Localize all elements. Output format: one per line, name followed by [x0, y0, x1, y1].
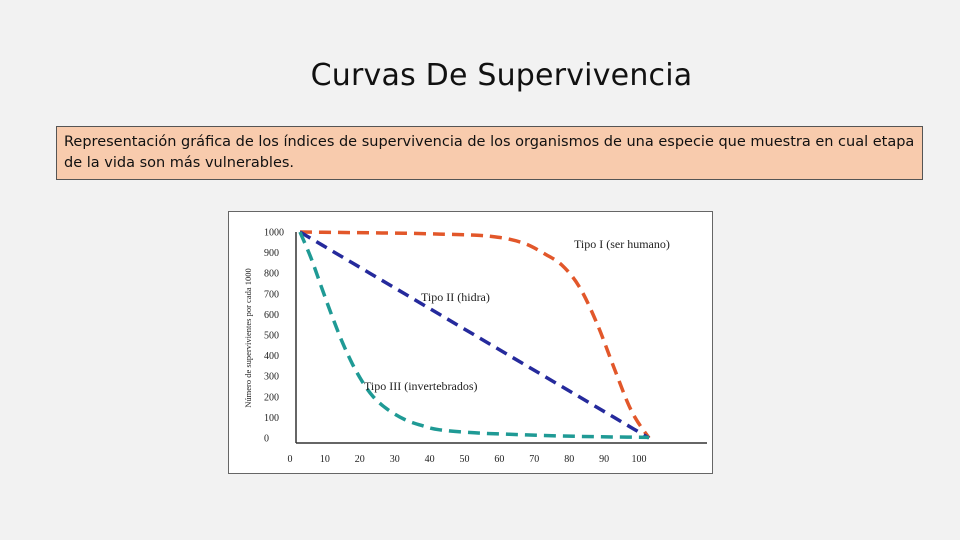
y-tick-label: 600	[264, 310, 279, 321]
series-label-tipo-1: Tipo I (ser humano)	[574, 237, 670, 251]
x-tick-label: 70	[529, 454, 539, 465]
y-tick-label: 300	[264, 372, 279, 383]
x-tick-label: 80	[564, 454, 574, 465]
series-label-tipo-3: Tipo III (invertebrados)	[364, 379, 478, 393]
y-axis-label: Número de supervivientes por cada 1000	[243, 268, 253, 408]
description-text: Representación gráfica de los índices de…	[64, 134, 915, 171]
x-tick-label: 20	[355, 454, 365, 465]
y-tick-label: 200	[264, 392, 279, 403]
x-tick-label: 100	[632, 454, 647, 465]
series-label-tipo-2: Tipo II (hidra)	[421, 290, 490, 304]
x-tick-label: 30	[390, 454, 400, 465]
series-line-tipo-2	[299, 230, 650, 440]
series-line-tipo-3	[298, 231, 650, 440]
y-tick-label: 800	[264, 269, 279, 280]
series-line-tipo-1	[299, 230, 651, 439]
y-tick-label: 0	[264, 434, 269, 445]
x-tick-label: 60	[494, 454, 504, 465]
slide-title: Curvas De Supervivencia	[310, 58, 693, 93]
y-tick-label: 500	[264, 331, 279, 342]
y-tick-label: 900	[264, 248, 279, 259]
x-tick-label: 40	[425, 454, 435, 465]
x-tick-label: 50	[460, 454, 470, 465]
y-tick-label: 400	[264, 351, 279, 362]
x-tick-label: 10	[320, 454, 330, 465]
y-tick-label: 700	[264, 289, 279, 300]
x-tick-label: 0	[288, 454, 293, 465]
x-tick-label: 90	[599, 454, 609, 465]
y-tick-label: 100	[264, 413, 279, 424]
survivorship-chart: 1000 900 800 700 600 500 400 300 200 100 0 0 10 20 30…	[228, 211, 713, 474]
y-tick-label: 1000	[264, 228, 284, 239]
description-box: Representación gráfica de los índices de…	[56, 126, 923, 180]
